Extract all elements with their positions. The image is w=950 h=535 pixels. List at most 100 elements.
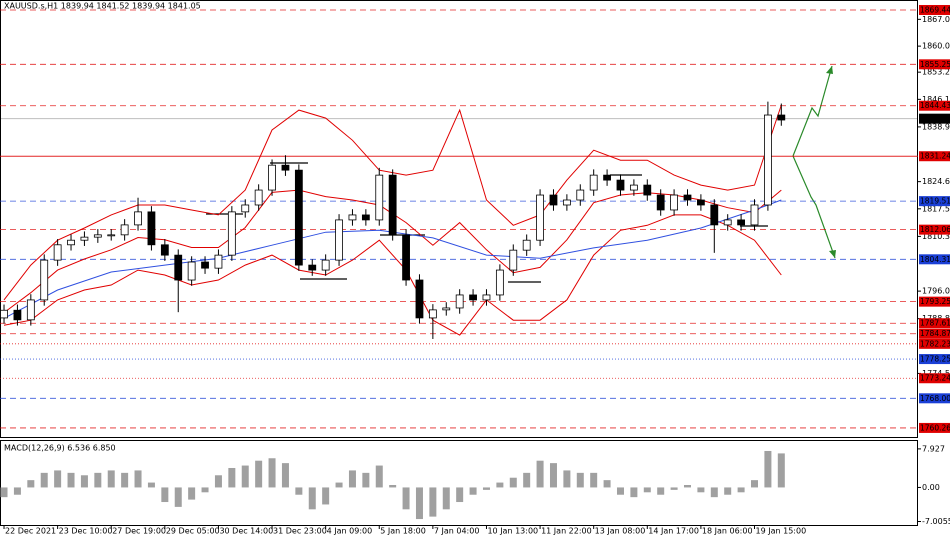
macd-bar <box>134 470 142 488</box>
candle-body <box>455 294 464 309</box>
candle-body <box>321 259 330 271</box>
arrow-head <box>826 66 833 74</box>
chart-title: XAUUSD.s,H1 1839.94 1841.52 1839.94 1841… <box>4 2 201 11</box>
macd-bar <box>107 470 115 488</box>
y-tick-label: 1824.60 <box>922 177 950 186</box>
macd-bar <box>710 487 718 498</box>
level-label: 1819.51 <box>920 197 950 206</box>
y-tick-label: 1817.50 <box>922 204 950 213</box>
macd-bar <box>724 487 732 495</box>
macd-bar <box>429 487 437 517</box>
candle-body <box>576 189 585 201</box>
level-label: 1787.61 <box>920 319 950 328</box>
macd-bar <box>563 470 571 488</box>
candle-body <box>482 294 491 301</box>
level-label: 1760.26 <box>920 423 950 432</box>
macd-bar <box>295 487 303 495</box>
level-label-bg <box>919 328 950 339</box>
y-tick-label: 1853.20 <box>922 68 950 77</box>
level-label: 1841.05 <box>920 114 950 123</box>
x-tick-label: 22 Dec 2021 <box>5 527 56 535</box>
main-frame <box>0 0 918 438</box>
plot-layer: 1867.00 1860.00 1853.20 1846.10 1838.90 1824.… <box>0 4 950 535</box>
macd-bar <box>27 480 35 488</box>
candle-body <box>67 239 75 246</box>
candle-body <box>536 194 544 241</box>
macd-bar <box>94 472 102 488</box>
y-tick-label: 1867.00 <box>922 15 950 24</box>
candle-body <box>549 194 558 206</box>
x-tick-label: 10 Jan 13:00 <box>487 527 538 535</box>
candle-body <box>13 309 22 321</box>
macd-bar <box>67 472 75 488</box>
level-label: 1804.31 <box>920 255 950 264</box>
candle-body <box>723 219 732 226</box>
indicator-line <box>3 214 782 336</box>
candle-body <box>53 244 62 261</box>
macd-bar <box>442 487 450 510</box>
x-tick-label: 18 Jan 06:00 <box>702 527 753 535</box>
level-label: 1855.25 <box>920 60 950 69</box>
candle-body <box>227 211 236 256</box>
macd-bar <box>456 487 464 503</box>
candle-body <box>187 261 196 281</box>
macd-bar <box>0 487 8 498</box>
x-tick-label: 19 Jan 15:00 <box>756 527 807 535</box>
candle-body <box>656 194 665 211</box>
level-label-bg <box>919 113 950 124</box>
macd-bar <box>576 472 584 488</box>
candle-body <box>361 214 370 221</box>
level-label-bg <box>919 354 950 365</box>
candle-body <box>120 224 129 236</box>
candle-body <box>442 307 451 311</box>
candle-body <box>777 114 786 121</box>
candle-body <box>522 239 531 251</box>
macd-bar <box>603 480 611 488</box>
candle-body <box>0 309 8 319</box>
candle-body <box>335 219 343 261</box>
candle-body <box>629 184 638 191</box>
macd-bar <box>375 465 383 488</box>
level-label: 1869.44 <box>920 5 950 14</box>
candle-body <box>201 261 209 269</box>
macd-bar <box>40 472 48 488</box>
candle-body <box>683 194 692 201</box>
level-label-bg <box>919 151 950 162</box>
macd-bar <box>121 472 129 488</box>
x-tick-label: 7 Jan 04:00 <box>434 527 480 535</box>
candle-body <box>294 169 303 266</box>
candle-body <box>281 164 290 171</box>
candle-body <box>348 214 357 221</box>
level-label-bg <box>919 393 950 404</box>
level-label: 1812.06 <box>920 225 950 234</box>
y-tick-label: 1810.30 <box>922 232 950 241</box>
macd-bar <box>362 472 370 488</box>
macd-bar <box>764 450 772 488</box>
candle-body <box>589 174 598 191</box>
macd-bar <box>683 485 691 488</box>
macd-bar <box>201 487 209 493</box>
level-label: 1844.43 <box>920 101 950 110</box>
level-label: 1782.23 <box>920 339 950 348</box>
candle-body <box>402 234 410 281</box>
x-tick-label: 13 Jan 08:00 <box>595 527 646 535</box>
macd-bar <box>482 487 490 490</box>
macd-bar <box>348 470 356 488</box>
level-label-bg <box>919 4 950 15</box>
macd-bar <box>590 472 598 488</box>
x-tick-label: 31 Dec 23:00 <box>273 527 327 535</box>
level-label-bg <box>919 254 950 265</box>
candle-body <box>241 204 250 213</box>
macd-bar <box>509 477 517 488</box>
candle-body <box>375 174 384 221</box>
level-label: 1831.24 <box>920 152 950 161</box>
macd-bar <box>523 472 531 488</box>
x-tick-label: 5 Jan 18:00 <box>380 527 426 535</box>
macd-bar <box>657 487 665 495</box>
macd-bar <box>161 487 169 503</box>
macd-bar <box>415 487 423 520</box>
level-label: 1768.00 <box>920 394 950 403</box>
x-tick-label: 29 Dec 05:00 <box>166 527 220 535</box>
